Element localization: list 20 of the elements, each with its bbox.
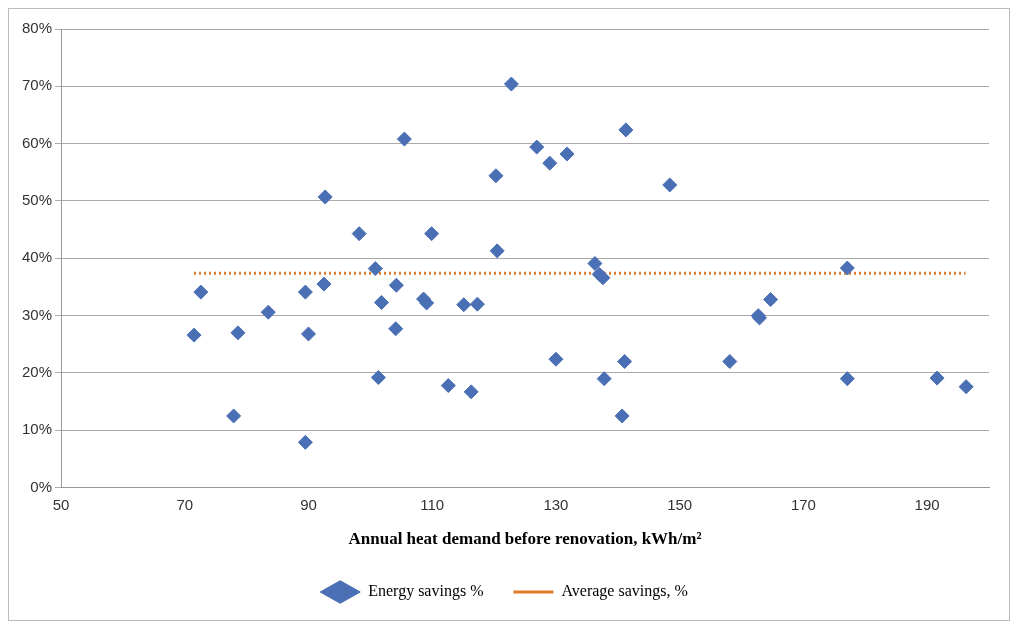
x-tick-label: 190 [914,495,940,513]
x-axis-title: Annual heat demand before renovation, kWh/m² [348,529,702,549]
y-tick-label: 20% [21,363,53,381]
x-tick-label: 110 [420,495,445,513]
x-tick-label: 170 [790,495,816,513]
x-tick-label: 70 [176,495,194,513]
y-tick-label: 60% [21,133,53,151]
x-tick-label: 90 [300,495,317,513]
y-tick-label: 10% [21,420,53,438]
y-tick-label: 30% [21,305,53,323]
x-tick-label: 130 [543,495,569,513]
legend-label: Average savings, % [561,582,688,601]
y-tick-label: 0% [30,477,53,495]
y-tick-label: 50% [21,191,53,209]
y-tick-label: 40% [21,248,53,266]
x-tick-label: 50 [52,495,70,513]
y-tick-label: 80% [21,19,53,37]
legend-label: Energy savings % [368,582,484,601]
y-tick-label: 70% [21,76,53,94]
x-tick-label: 150 [667,495,693,513]
